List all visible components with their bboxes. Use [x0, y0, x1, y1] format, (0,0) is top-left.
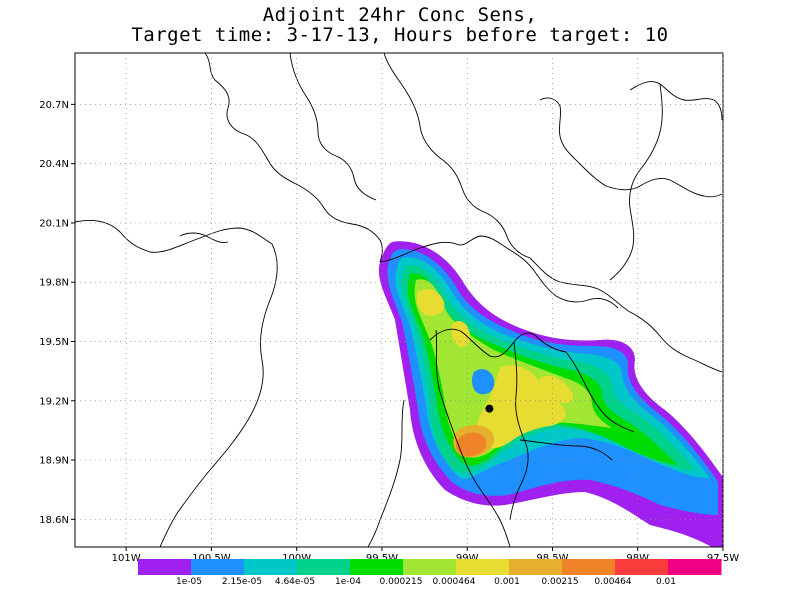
colorbar-label: 0.000464	[433, 577, 476, 587]
lon-label: 99W	[456, 553, 479, 564]
lat-label: 20.7N	[39, 100, 69, 111]
boundary-line	[429, 328, 567, 358]
lon-label: 97.5W	[707, 553, 739, 564]
lat-label: 19.2N	[39, 396, 69, 407]
lat-label: 19.8N	[39, 278, 69, 289]
contour-level-blue-patch	[472, 369, 495, 395]
lat-label: 19.5N	[39, 337, 69, 348]
boundary-line	[539, 97, 607, 187]
colorbar-label: 2.15e-05	[222, 577, 262, 587]
boundary-line	[159, 243, 278, 547]
graticule	[71, 53, 724, 551]
lon-label: 101W	[112, 553, 141, 564]
lon-label: 98W	[626, 553, 649, 564]
longitude-labels: 101W 100.5W 100W 99.5W 99W 98.5W 98W 97.5W	[112, 553, 740, 564]
colorbar-swatch	[509, 559, 563, 575]
colorbar-swatch	[562, 559, 616, 575]
colorbar-swatch	[138, 559, 192, 575]
boundary-line	[565, 351, 635, 433]
boundary-line	[519, 439, 613, 461]
latitude-labels: 20.7N 20.4N 20.1N 19.8N 19.5N 19.2N 18.9N 18.6N	[39, 100, 69, 526]
lon-label: 98.5W	[536, 553, 568, 564]
colorbar-swatch	[244, 559, 298, 575]
target-marker	[485, 404, 494, 413]
boundary-line	[179, 232, 229, 243]
colorbar-swatch	[191, 559, 245, 575]
boundary-line	[629, 81, 723, 121]
colorbar-swatch	[615, 559, 669, 575]
colorbar-label: 0.000215	[380, 577, 423, 587]
lat-label: 18.9N	[39, 456, 69, 467]
colorbar-swatch	[668, 559, 722, 575]
map-frame	[74, 52, 724, 548]
boundary-line	[509, 341, 529, 521]
colorbar-label: 4.64e-05	[275, 577, 315, 587]
colorbar: 1e-05 2.15e-05 4.64e-05 1e-04 0.000215 0.0004…	[138, 559, 722, 587]
colorbar-label: 1e-05	[176, 577, 202, 587]
colorbar-swatch	[403, 559, 457, 575]
colorbar-swatch	[350, 559, 404, 575]
boundary-line	[367, 399, 405, 547]
sensitivity-contours	[378, 241, 723, 547]
colorbar-label: 0.01	[656, 577, 676, 587]
colorbar-label: 1e-04	[335, 577, 361, 587]
boundary-line	[383, 53, 531, 259]
boundary-line	[605, 177, 723, 198]
target-marker-layer	[485, 404, 494, 413]
lon-label: 100W	[282, 553, 311, 564]
lon-label: 99.5W	[366, 553, 398, 564]
contour-level-9	[456, 432, 487, 457]
colorbar-label: 0.00215	[541, 577, 578, 587]
boundary-line	[204, 53, 383, 263]
colorbar-label: 0.00464	[594, 577, 631, 587]
lat-label: 20.1N	[39, 218, 69, 229]
boundary-line	[435, 329, 511, 547]
lat-label: 18.6N	[39, 515, 69, 526]
lat-label: 20.4N	[39, 159, 69, 170]
colorbar-swatch	[297, 559, 351, 575]
colorbar-swatch	[456, 559, 510, 575]
colorbar-label: 0.001	[494, 577, 520, 587]
boundary-line	[609, 83, 663, 281]
contour-level-7	[416, 289, 574, 449]
boundary-line	[379, 235, 619, 309]
boundary-line	[289, 53, 377, 201]
plot-title-line1: Adjoint 24hr Conc Sens,	[262, 4, 538, 26]
plot-title-line2: Target time: 3-17-13, Hours before targe…	[131, 24, 669, 46]
boundary-line	[75, 220, 273, 253]
lon-label: 100.5W	[192, 553, 231, 564]
